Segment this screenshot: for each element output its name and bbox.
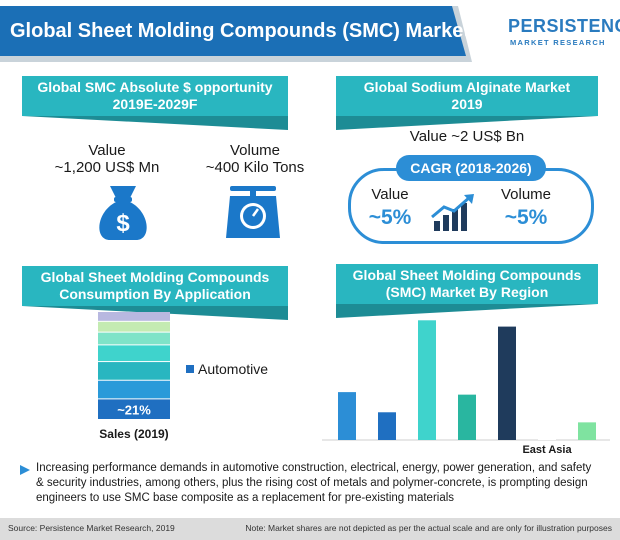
stack-segment [98, 399, 170, 419]
cagr-volume: ~5% [504, 206, 548, 229]
region-bar [418, 320, 436, 440]
cagr-value: ~5% [368, 206, 412, 229]
logo-subtext: MARKET RESEARCH [510, 38, 606, 47]
money-bag-icon: $ [99, 186, 147, 240]
stack-segment [98, 321, 170, 332]
bullet-arrow-icon [20, 465, 30, 475]
region-title-banner: Global Sheet Molding Compounds (SMC) Mar… [336, 264, 598, 304]
description-text: Increasing performance demands in automo… [36, 462, 592, 504]
opportunity-banner-tip [22, 116, 288, 130]
legend-label: Automotive [198, 361, 268, 377]
region-bar [378, 412, 396, 440]
header-banner [0, 6, 472, 62]
stack-segment [98, 362, 170, 380]
consumption-stacked-chart: ~21% Sales (2019) Automotive [98, 312, 268, 441]
opportunity-value-label: Value [88, 142, 126, 159]
region-bar [458, 394, 476, 440]
alginate-title-line1: Global Sodium Alginate Market [363, 79, 571, 95]
svg-text:$: $ [116, 210, 130, 237]
cagr-title-pill: CAGR (2018-2026) [396, 155, 546, 181]
legend-swatch [186, 365, 194, 373]
stack-segment [98, 332, 170, 345]
alginate-value-text: Value ~2 US$ Bn [409, 128, 525, 145]
stack-segment [98, 312, 170, 321]
region-category-label: East Asia [522, 444, 572, 456]
consumption-title-banner: Global Sheet Molding Compounds Consumpti… [22, 266, 288, 306]
footer-bar: Source: Persistence Market Research, 201… [0, 518, 620, 540]
logo-text: PERSISTENCE [508, 16, 620, 36]
consumption-title-line1: Global Sheet Molding Compounds [40, 269, 270, 285]
page-title: Global Sheet Molding Compounds (SMC) Mar… [10, 20, 470, 42]
region-bar [538, 434, 556, 440]
footer-source: Source: Persistence Market Research, 201… [8, 523, 175, 533]
region-bar [338, 392, 356, 440]
cagr-value-label: Value [371, 186, 409, 203]
opportunity-title-line2: 2019E-2029F [112, 96, 198, 112]
alginate-banner-tip [336, 116, 598, 130]
weighing-scale-icon [226, 186, 280, 238]
footer-note: Note: Market shares are not depicted as … [245, 523, 612, 533]
stack-segment [98, 380, 170, 399]
region-bar [578, 422, 596, 440]
stack-segment [98, 345, 170, 362]
opportunity-volume-amount: ~400 Kilo Tons [205, 159, 305, 176]
opportunity-title-line1: Global SMC Absolute $ opportunity [37, 79, 273, 95]
stack-category-label: Sales (2019) [99, 427, 168, 441]
region-title-line1: Global Sheet Molding Compounds [352, 267, 582, 283]
alginate-title-line2: 2019 [451, 96, 483, 112]
opportunity-volume-label: Volume [229, 142, 281, 159]
opportunity-value-amount: ~1,200 US$ Mn [54, 159, 160, 176]
region-bar [498, 326, 516, 440]
growth-chart-icon [431, 194, 474, 231]
cagr-title: CAGR (2018-2026) [410, 160, 532, 176]
region-bar-chart: East Asia [322, 320, 610, 456]
cagr-volume-label: Volume [500, 186, 552, 203]
opportunity-title-banner: Global SMC Absolute $ opportunity 2019E-… [22, 76, 288, 116]
alginate-title-banner: Global Sodium Alginate Market 2019 [336, 76, 598, 116]
consumption-title-line2: Consumption By Application [59, 286, 251, 302]
region-banner-tip [336, 304, 598, 318]
region-title-line2: (SMC) Market By Region [385, 284, 549, 300]
stack-data-label: ~21% [117, 403, 151, 418]
